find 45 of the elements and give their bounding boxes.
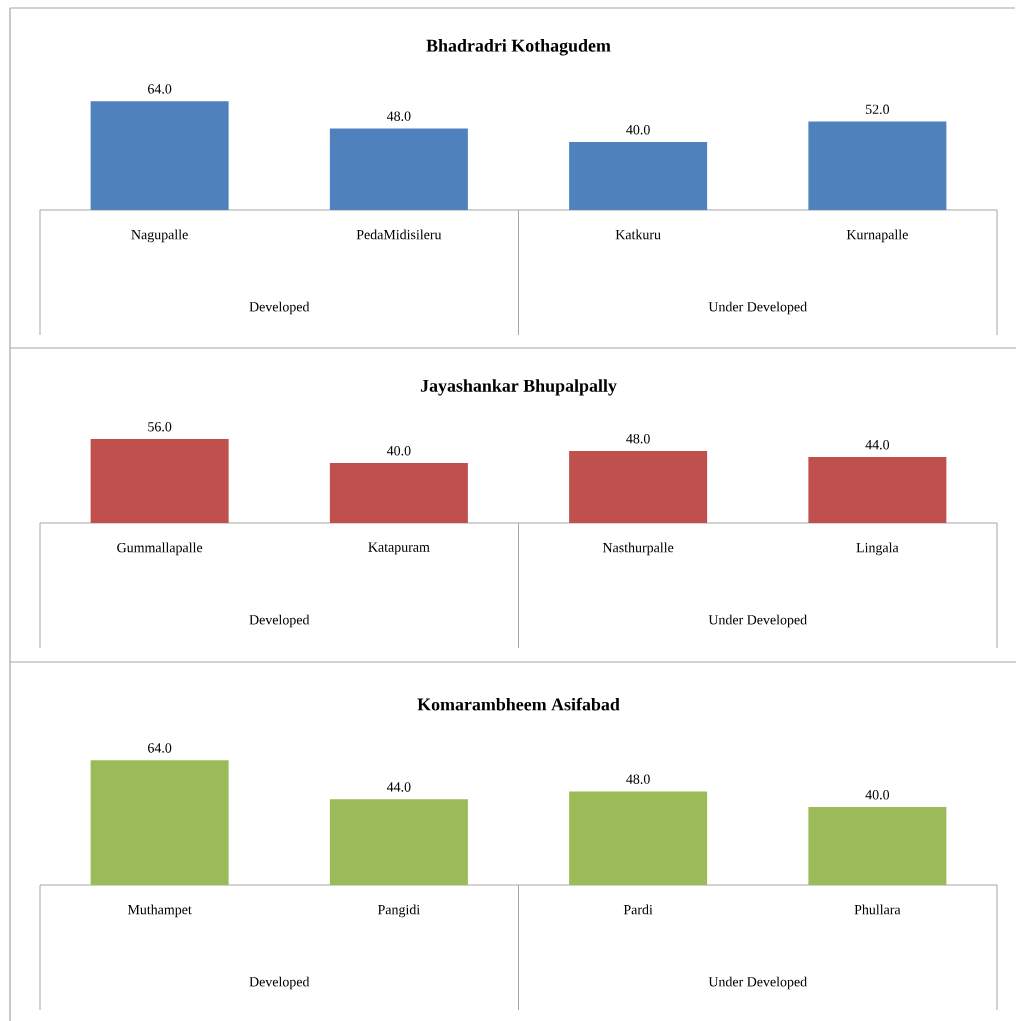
bar	[569, 791, 708, 885]
x-tick-label: Muthampet	[127, 904, 192, 918]
data-label: 48.0	[386, 111, 411, 121]
data-label: 64.0	[148, 84, 172, 94]
bar	[329, 463, 468, 523]
bar	[808, 807, 947, 885]
x-tick-label: Katkuru	[615, 229, 661, 240]
x-tick-label: Pangidi	[377, 904, 420, 918]
data-label: 40.0	[626, 124, 650, 135]
x-tick-label: PedaMidisileru	[356, 229, 442, 240]
text: Under Developed	[708, 614, 807, 628]
bar	[569, 451, 708, 523]
data-label: 44.0	[386, 782, 411, 792]
text: Developed	[249, 614, 310, 628]
data-label: 48.0	[626, 774, 650, 784]
x-tick-label: Lingala	[856, 542, 899, 556]
bar	[90, 760, 229, 885]
data-label: 40.0	[865, 790, 890, 800]
x-tick-label: Katapuram	[368, 542, 430, 555]
data-label: 56.0	[148, 422, 172, 432]
x-tick-label: Nagupalle	[131, 229, 188, 243]
text: Under Developed	[708, 301, 807, 315]
data-label: 44.0	[865, 440, 890, 450]
bar	[808, 457, 947, 523]
text: Under Developed	[708, 976, 807, 990]
data-label: 40.0	[386, 446, 411, 456]
chart-title: Komarambheem Asifabad	[417, 697, 620, 711]
chart-title: Jayashankar Bhupalpally	[420, 379, 617, 396]
x-tick-label: Phullara	[854, 904, 901, 915]
x-tick-label: Gummallapalle	[117, 542, 203, 556]
x-tick-label: Pardi	[623, 904, 653, 915]
data-label: 48.0	[626, 434, 650, 444]
data-label: 52.0	[865, 104, 890, 115]
bar	[329, 128, 468, 210]
bar	[329, 799, 468, 885]
x-tick-label: Nasthurpalle	[602, 542, 674, 556]
bar	[90, 101, 229, 210]
text: Developed	[249, 301, 310, 315]
bar	[90, 439, 229, 523]
bar	[569, 141, 708, 210]
x-tick-label: Kurnapalle	[846, 229, 908, 243]
bar	[808, 121, 947, 210]
chart-title: Bhadradri Kothagudem	[426, 39, 611, 56]
text: Developed	[249, 976, 310, 990]
data-label: 64.0	[148, 743, 172, 753]
